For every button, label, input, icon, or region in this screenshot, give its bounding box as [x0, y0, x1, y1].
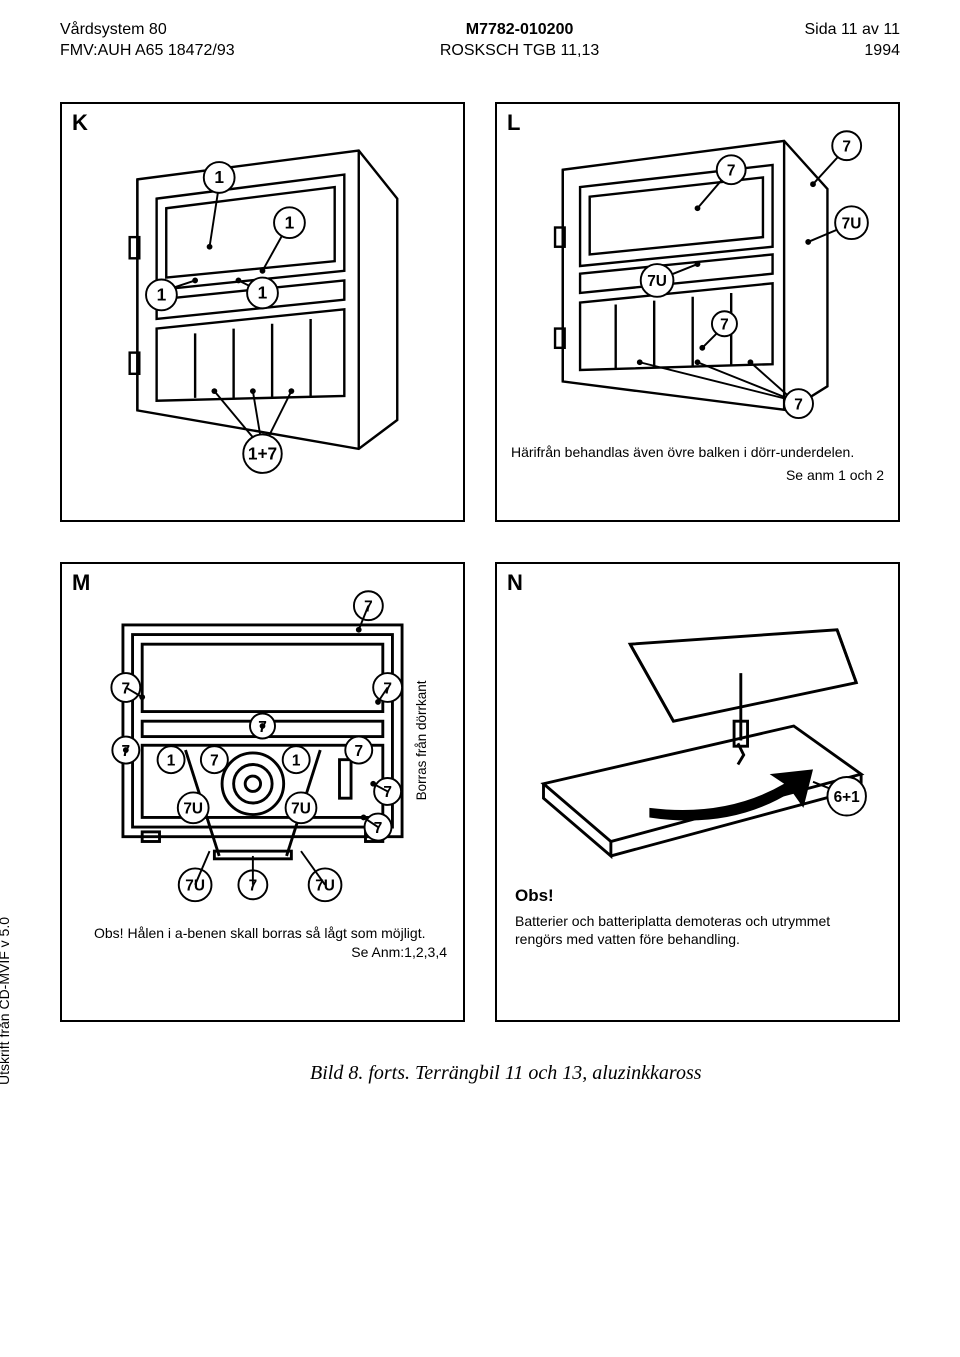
svg-text:7: 7 — [842, 138, 851, 155]
svg-text:7: 7 — [383, 680, 392, 697]
callout-1plus7: 1+7 — [248, 443, 277, 463]
svg-text:7: 7 — [364, 598, 373, 615]
svg-text:7: 7 — [354, 742, 363, 759]
header-right-1: Sida 11 av 11 — [805, 20, 900, 41]
panel-m-obs: Obs! Hålen i a-benen skall borras så låg… — [70, 918, 455, 944]
header-left-2: FMV:AUH A65 18472/93 — [60, 41, 235, 62]
panels-container: K — [60, 102, 900, 1085]
side-print-label: Utskrift från CD-MVIF v 5.0 — [0, 917, 12, 1085]
svg-text:7U: 7U — [842, 215, 862, 232]
header-center: M7782-010200 ROSKSCH TGB 11,13 — [440, 20, 599, 62]
header-center-1: M7782-010200 — [440, 20, 599, 41]
svg-text:7: 7 — [383, 784, 392, 801]
svg-text:7: 7 — [720, 316, 729, 333]
header-left-1: Vårdsystem 80 — [60, 20, 235, 41]
svg-text:7: 7 — [794, 396, 803, 413]
svg-text:7: 7 — [374, 819, 383, 836]
panel-l-diagram: 7 7 7U 7U 7 7 — [505, 112, 890, 439]
svg-text:7: 7 — [258, 718, 267, 735]
svg-text:7: 7 — [122, 742, 131, 759]
panel-m-note: Se Anm:1,2,3,4 — [70, 944, 455, 968]
panel-n-obs-text: Batterier och batteriplatta demoteras oc… — [515, 912, 880, 948]
panel-n-obs-title: Obs! — [515, 886, 880, 906]
page: Vårdsystem 80 FMV:AUH A65 18472/93 M7782… — [0, 0, 960, 1125]
svg-text:7U: 7U — [315, 877, 335, 894]
header-right: Sida 11 av 11 1994 — [805, 20, 900, 62]
callout-1: 1 — [157, 284, 167, 304]
panel-m: M — [60, 562, 465, 1022]
svg-text:7: 7 — [249, 877, 258, 894]
header-right-2: 1994 — [805, 41, 900, 62]
callout-1: 1 — [285, 212, 295, 232]
panel-m-letter: M — [72, 570, 90, 596]
panel-l-letter: L — [507, 110, 520, 136]
svg-text:7U: 7U — [647, 273, 667, 290]
row-2: M — [60, 562, 900, 1022]
panel-k: K — [60, 102, 465, 522]
svg-text:7U: 7U — [185, 877, 205, 894]
svg-text:7U: 7U — [183, 800, 203, 817]
panel-k-diagram: 1 1 1 1 1+7 — [70, 112, 455, 497]
panel-l-note: Se anm 1 och 2 — [505, 465, 890, 489]
panel-l: L — [495, 102, 900, 522]
panel-n-obs-block: Obs! Batterier och batteriplatta demoter… — [505, 880, 890, 958]
svg-text:7: 7 — [122, 680, 131, 697]
svg-text:1: 1 — [292, 752, 301, 769]
svg-text:7: 7 — [727, 162, 736, 179]
panel-l-caption: Härifrån behandlas även övre balken i dö… — [505, 439, 890, 465]
row-1: K — [60, 102, 900, 522]
header-left: Vårdsystem 80 FMV:AUH A65 18472/93 — [60, 20, 235, 62]
panel-m-sidelabel: Borras från dörrkant — [414, 680, 429, 800]
svg-text:7U: 7U — [291, 800, 311, 817]
svg-text:1: 1 — [167, 752, 176, 769]
header-center-2: ROSKSCH TGB 11,13 — [440, 41, 599, 62]
panel-n-diagram: 6+1 — [505, 572, 890, 880]
callout-1: 1 — [258, 282, 268, 302]
panel-n-letter: N — [507, 570, 523, 596]
svg-text:7: 7 — [210, 752, 219, 769]
panel-k-letter: K — [72, 110, 88, 136]
page-header: Vårdsystem 80 FMV:AUH A65 18472/93 M7782… — [60, 20, 900, 62]
callout-1: 1 — [214, 167, 224, 187]
panel-m-diagram: Borras från dörrkant — [70, 572, 455, 919]
panel-n: N — [495, 562, 900, 1022]
callout-6plus1: 6+1 — [834, 789, 861, 806]
figure-caption: Bild 8. forts. Terrängbil 11 och 13, alu… — [310, 1062, 900, 1085]
